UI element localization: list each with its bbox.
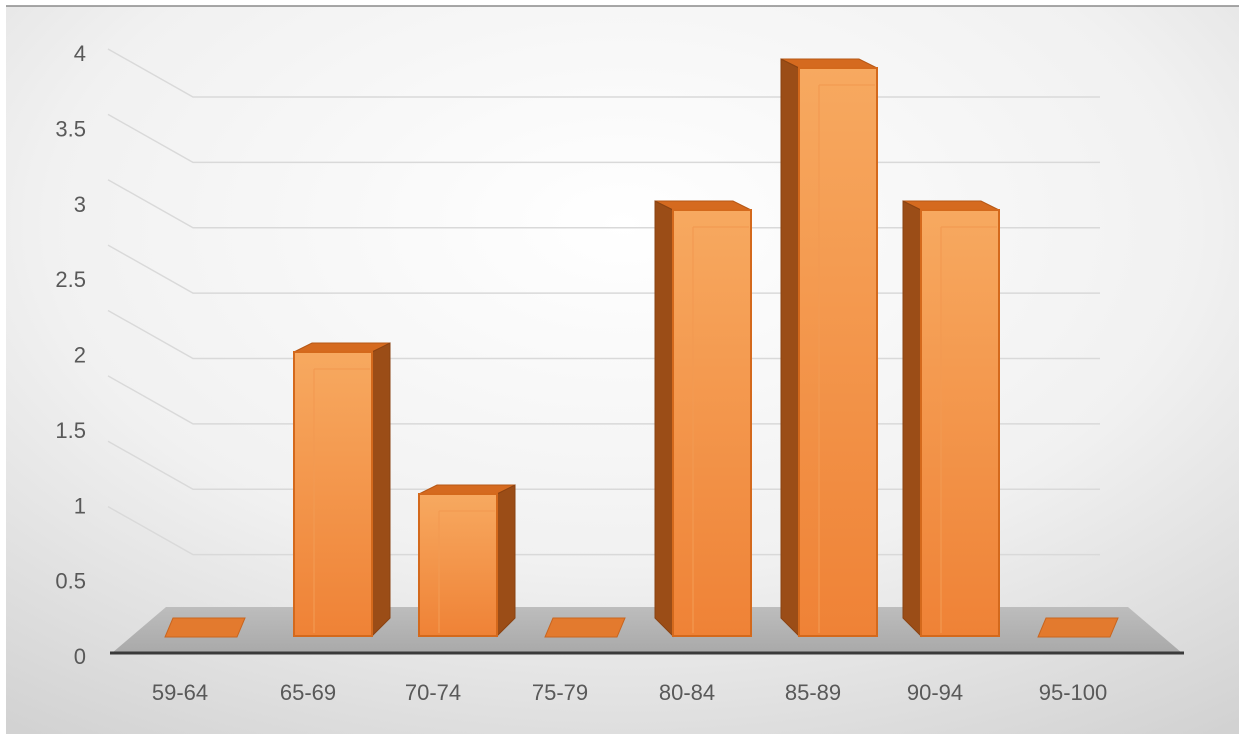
bar-80-84 (654, 200, 752, 638)
bar-zero-95-100 (1037, 617, 1119, 638)
x-tick-label: 85-89 (785, 680, 841, 705)
x-tick-label: 65-69 (280, 680, 336, 705)
y-tick-label: 1.5 (55, 418, 86, 443)
x-tick-label: 95-100 (1039, 680, 1108, 705)
bar-side-face (902, 200, 922, 638)
bar-side-face (654, 200, 674, 638)
chart-floor (112, 607, 1182, 653)
bar-side-face (371, 342, 391, 638)
bar-90-94 (902, 200, 1000, 638)
bar-front-face (293, 351, 373, 637)
y-tick-label: 0.5 (55, 569, 86, 594)
bar-front-face (418, 493, 498, 637)
y-tick-label: 1 (74, 493, 86, 518)
y-tick-label: 3 (74, 192, 86, 217)
bar-85-89 (780, 58, 878, 638)
y-axis-tick-labels: 0 0.5 1 1.5 2 2.5 3 3.5 4 (55, 41, 86, 669)
bar-front-face (672, 209, 752, 637)
bar-75-79 (544, 617, 626, 638)
bar-70-74 (418, 484, 516, 638)
bar-65-69 (293, 342, 391, 638)
y-tick-label: 4 (74, 41, 86, 66)
bar-zero-59-64 (164, 617, 246, 638)
y-tick-label: 2 (74, 343, 86, 368)
x-tick-label: 80-84 (659, 680, 715, 705)
y-tick-label: 3.5 (55, 116, 86, 141)
bar-front-face (798, 67, 878, 637)
x-tick-label: 59-64 (152, 680, 208, 705)
x-tick-label: 75-79 (532, 680, 588, 705)
bar-59-64 (164, 617, 246, 638)
bar-side-face (496, 484, 516, 638)
y-tick-label: 0 (74, 644, 86, 669)
bars (164, 58, 1119, 638)
bar-side-face (780, 58, 800, 638)
y-tick-label: 2.5 (55, 267, 86, 292)
x-tick-label: 90-94 (907, 680, 963, 705)
x-axis-tick-labels: 59-64 65-69 70-74 75-79 80-84 85-89 90-94 95-10… (152, 680, 1107, 705)
bar-front-face (920, 209, 1000, 637)
bar-zero-75-79 (544, 617, 626, 638)
bar-95-100 (1037, 617, 1119, 638)
x-tick-label: 70-74 (405, 680, 461, 705)
